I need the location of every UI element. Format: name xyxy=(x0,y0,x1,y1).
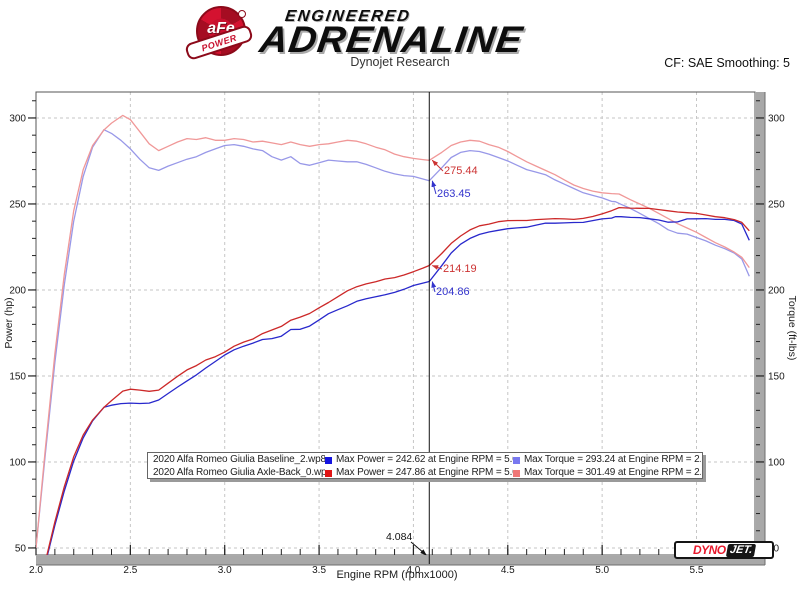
y-left-tick-label: 300 xyxy=(9,113,26,124)
legend-max-power: Max Power = 247.86 at Engine RPM = 5.09 xyxy=(325,467,513,479)
legend-max-torque-text: Max Torque = 301.49 at Engine RPM = 2.46 xyxy=(524,467,701,478)
chart-title: Dynojet Research xyxy=(350,55,450,69)
y-left-tick-label: 200 xyxy=(9,285,26,296)
legend-run-name: 2020 Alfa Romeo Giulia Axle-Back_0.wp8 xyxy=(153,467,325,478)
legend-max-torque: Max Torque = 293.24 at Engine RPM = 2.36 xyxy=(513,454,701,466)
torque-swatch-axleback xyxy=(513,469,520,477)
series-torque_axleback-curve xyxy=(36,114,750,548)
cursor-rpm-arrow xyxy=(410,541,427,556)
x-tick-label: 2.0 xyxy=(29,565,43,576)
x-tick-label: 2.5 xyxy=(123,565,137,576)
cursor-readout-arrow xyxy=(431,281,437,293)
series-power_axleback-curve xyxy=(46,206,750,555)
legend-run-name: 2020 Alfa Romeo Giulia Baseline_2.wp8 xyxy=(153,454,325,465)
torque-swatch-baseline xyxy=(513,456,520,464)
series-torque_baseline-curve xyxy=(36,129,750,548)
y-right-tick-label: 150 xyxy=(768,371,785,382)
registered-mark-icon xyxy=(238,10,246,18)
x-tick-label: 5.5 xyxy=(690,565,704,576)
cursor-readout-power-axleback: 214.19 xyxy=(443,263,477,275)
dynojet-logo: DYNO JET. xyxy=(674,541,774,559)
y-left-tick-label: 250 xyxy=(9,199,26,210)
legend-max-torque: Max Torque = 301.49 at Engine RPM = 2.46 xyxy=(513,467,701,479)
axis-tick-labels: 2.02.53.03.54.04.55.05.55050100100150150… xyxy=(9,113,785,576)
x-tick-label: 4.0 xyxy=(406,565,420,576)
x-axis-label: Engine RPM (rpmx1000) xyxy=(336,569,457,581)
power-swatch-baseline xyxy=(325,456,332,464)
legend-max-power: Max Power = 242.62 at Engine RPM = 5.07 xyxy=(325,454,513,466)
legend-max-power-text: Max Power = 242.62 at Engine RPM = 5.07 xyxy=(336,454,513,465)
cursor-readout-power-baseline: 204.86 xyxy=(436,286,470,298)
y-right-axis-label: Torque (ft-lbs) xyxy=(786,296,798,361)
plot-frame xyxy=(35,91,756,556)
y-right-band xyxy=(756,92,765,565)
legend: 2020 Alfa Romeo Giulia Baseline_2.wp8 Ma… xyxy=(147,452,703,479)
cursor-readout-torque-baseline: 263.45 xyxy=(437,188,471,200)
gridlines xyxy=(36,92,755,555)
dynojet-logo-dyno: DYNO xyxy=(692,543,726,557)
y-right-tick-label: 100 xyxy=(768,457,785,468)
cursor-readout-arrow xyxy=(431,159,444,172)
cursor-readout-arrow xyxy=(431,265,443,270)
legend-max-power-text: Max Power = 247.86 at Engine RPM = 5.09 xyxy=(336,467,513,478)
x-tick-label: 3.5 xyxy=(312,565,326,576)
legend-max-torque-text: Max Torque = 293.24 at Engine RPM = 2.36 xyxy=(524,454,701,465)
y-left-tick-label: 150 xyxy=(9,371,26,382)
y-right-tick-label: 250 xyxy=(768,199,785,210)
x-axis-band xyxy=(36,556,765,565)
y-left-tick-label: 100 xyxy=(9,457,26,468)
curves xyxy=(36,114,750,555)
power-swatch-axleback xyxy=(325,469,332,477)
cursor-readout-torque-axleback: 275.44 xyxy=(444,165,478,177)
correction-factor-label: CF: SAE Smoothing: 5 xyxy=(664,56,790,70)
dynojet-logo-jet: JET. xyxy=(725,543,757,557)
x-tick-label: 4.5 xyxy=(501,565,515,576)
y-right-tick-label: 300 xyxy=(768,113,785,124)
cursor-rpm-label: 4.084 xyxy=(386,531,413,543)
y-right-tick-label: 200 xyxy=(768,285,785,296)
series-power_baseline-curve xyxy=(46,216,750,555)
cursor-readout-arrow xyxy=(431,180,437,195)
axis-ticks xyxy=(28,100,764,555)
legend-row-baseline: 2020 Alfa Romeo Giulia Baseline_2.wp8 Ma… xyxy=(148,454,702,466)
legend-row-axleback: 2020 Alfa Romeo Giulia Axle-Back_0.wp8 M… xyxy=(148,467,702,479)
x-tick-label: 3.0 xyxy=(218,565,232,576)
y-left-axis-label: Power (hp) xyxy=(3,297,15,348)
y-left-tick-label: 50 xyxy=(15,543,27,554)
x-tick-label: 5.0 xyxy=(595,565,609,576)
